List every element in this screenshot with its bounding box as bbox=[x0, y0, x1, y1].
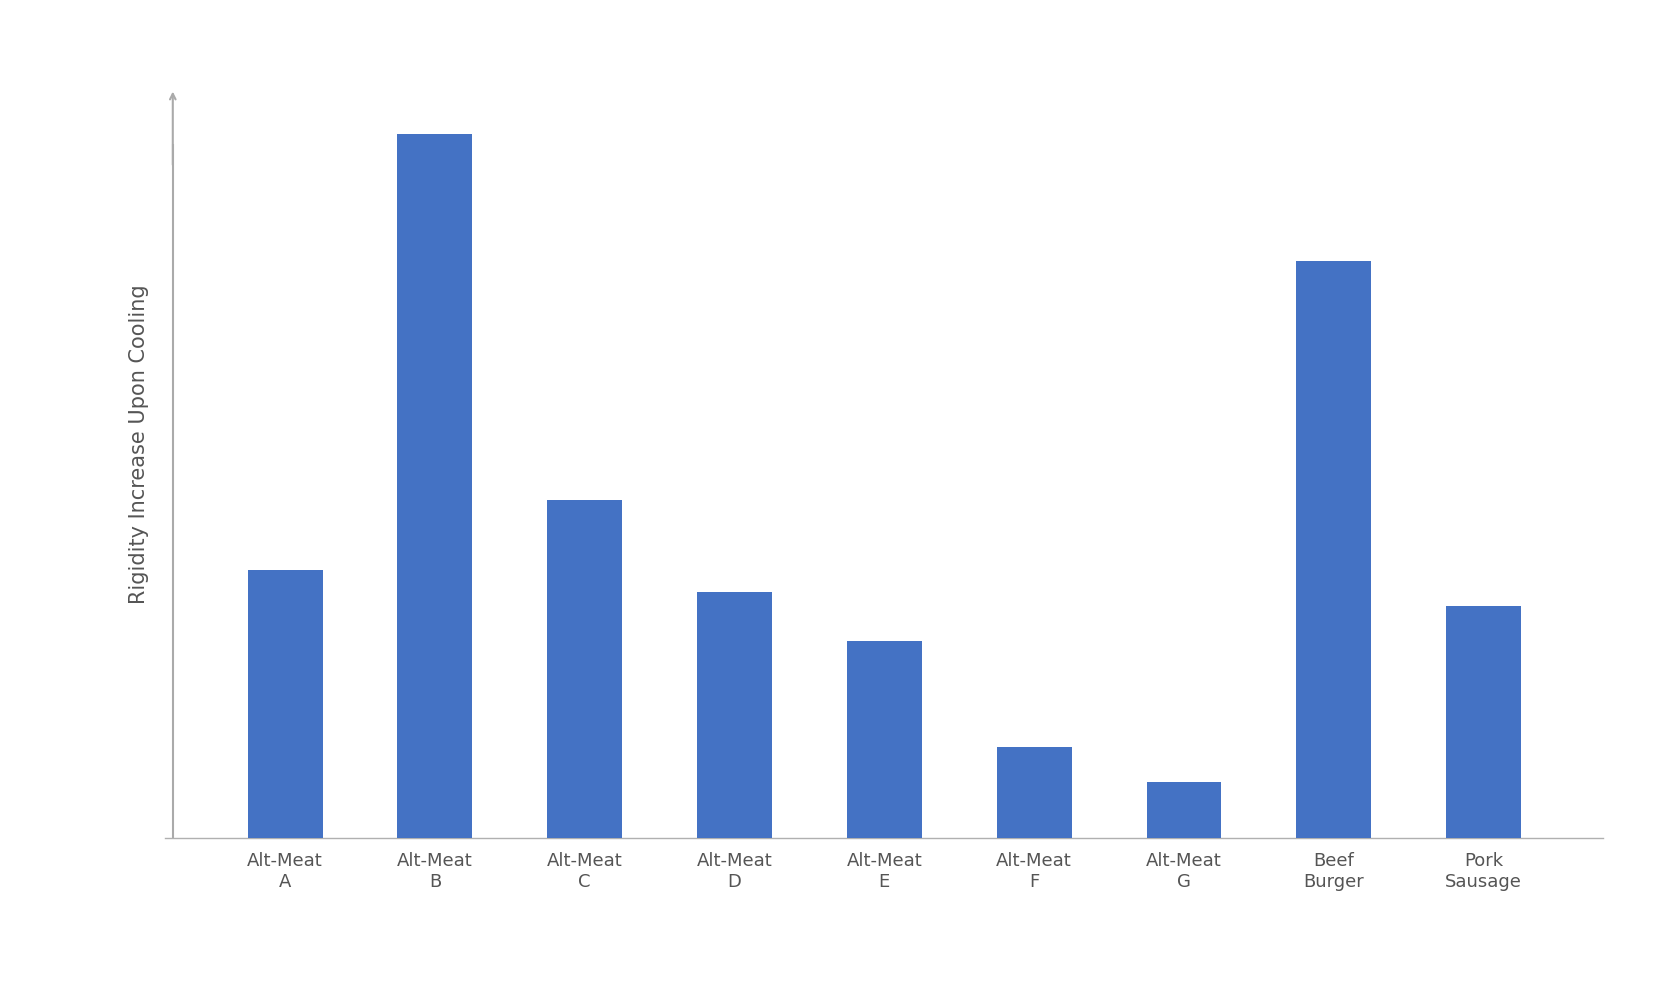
Bar bbox=[397, 134, 473, 838]
Bar bbox=[1446, 605, 1521, 838]
Bar bbox=[1296, 260, 1372, 838]
Bar bbox=[997, 746, 1071, 838]
Bar bbox=[1147, 782, 1222, 838]
Bar bbox=[547, 500, 622, 838]
Bar bbox=[248, 571, 322, 838]
Bar bbox=[846, 641, 922, 838]
Bar bbox=[698, 592, 772, 838]
Y-axis label: Rigidity Increase Upon Cooling: Rigidity Increase Upon Cooling bbox=[129, 284, 149, 603]
